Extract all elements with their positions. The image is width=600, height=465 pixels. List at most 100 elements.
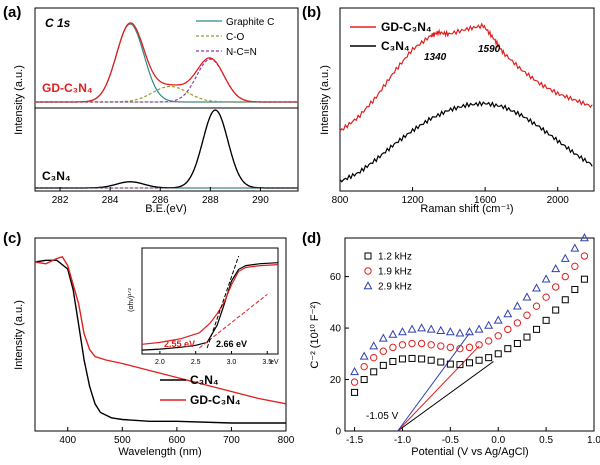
panel-d-data-point (522, 292, 532, 301)
panel-a-sample-c3n4: C₃N₄ (42, 169, 71, 183)
panel-d-data-point (398, 327, 407, 336)
panel-b-label: (b) (302, 4, 321, 21)
panel-d-data-point (560, 253, 570, 262)
panel-d-data-point (370, 368, 378, 376)
panel-c-label: (c) (3, 230, 21, 247)
panel-a-xticks: 282 284 286 288 290 (52, 187, 269, 206)
panel-d-data-point (408, 354, 416, 362)
panel-d-data-point (542, 316, 550, 324)
panel-b-x-ticklabel: 1600 (474, 195, 497, 206)
panel-d-data-point (437, 358, 445, 366)
panel-d-data-point (456, 344, 464, 353)
panel-d-data-point (379, 361, 387, 369)
panel-d-data-point (475, 341, 483, 349)
panel-d-data-point (532, 283, 541, 292)
panel-d-data-point (437, 342, 445, 350)
panel-a-x-ticklabel: 286 (152, 195, 169, 206)
panel-b-frame (339, 7, 595, 192)
panel-b-series-line (339, 100, 593, 183)
panel-d-data-point (398, 355, 406, 363)
panel-d-legend-marker (364, 252, 372, 260)
panel-d-x-ticklabel: -1.0 (394, 435, 412, 446)
panel-a-ylabel: Intensity (a.u.) (13, 65, 25, 135)
panel-b-x-ticklabel: 2000 (547, 195, 570, 206)
panel-d-x-ticklabel: 0.5 (539, 435, 553, 446)
panel-d-data-point (513, 319, 522, 327)
panel-a-title: C 1s (45, 16, 71, 30)
panel-d-data-point (351, 388, 359, 396)
panel-d-data-point (523, 311, 531, 319)
panel-d-data-point (455, 328, 465, 337)
panel-c-x-ticklabel: 700 (223, 435, 240, 446)
panel-a: (a) C 1s Graphite C C-O N-C=N 282 284 286 288… (3, 4, 299, 215)
panel-a-legend-label: Graphite C (226, 17, 274, 28)
panel-a-sample-gd: GD-C₃N₄ (42, 81, 93, 95)
panel-a-spectrum (35, 109, 298, 189)
panel-a-label: (a) (3, 4, 21, 21)
panel-d-data-point (389, 343, 397, 352)
panel-b-legend-c3n4: C₃N₄ (381, 39, 410, 53)
panel-d-data-point (466, 359, 473, 367)
panel-a-component-peak (35, 109, 298, 189)
panel-c-inset-xticks: 2.0 2.5 3.0 3.5eV (155, 351, 279, 366)
panel-d-data-point (456, 361, 464, 369)
panel-d-data-point (523, 333, 531, 341)
panel-d-data-point (436, 325, 446, 334)
panel-d-data-point (484, 320, 494, 329)
panel-c-inset-ticklabel: 2.5 (191, 359, 201, 366)
panel-d-fit-line (397, 345, 480, 432)
panel-d-data-point (474, 324, 484, 333)
panel-d-data-point (493, 315, 503, 324)
panel-d-data-point (350, 378, 359, 386)
panel-d-plot (350, 233, 589, 432)
panel-c-xlabel: Wavelength (nm) (118, 446, 201, 458)
panel-d-data-point (541, 274, 551, 283)
panel-c-inset: 2.0 2.5 3.0 3.5eV (αhν)¹ᐟ² 2.55 eV 2.66 eV (128, 247, 279, 366)
panel-d-data-point (446, 343, 455, 352)
panel-c-legend-c3n4: C₃N₄ (190, 373, 219, 387)
panel-c-inset-ylabel: (αhν)¹ᐟ² (128, 287, 135, 311)
panel-d-data-point (350, 366, 360, 376)
panel-b-plot (339, 22, 593, 183)
panel-d-data-point (408, 339, 416, 348)
panel-d-data-point (427, 356, 435, 364)
panel-d-xlabel: Potential (V vs Ag/AgCl) (411, 446, 528, 458)
panel-d-data-point (427, 341, 435, 349)
panel-d-legend-marker (363, 281, 373, 290)
panel-c: (c) 400 500 600 700 800 Wavelength (nm) Inte… (3, 230, 295, 458)
panel-a-x-ticklabel: 284 (102, 195, 119, 206)
panel-d-legend-label: 2.9 kHz (378, 282, 412, 293)
panel-a-component-peak (35, 181, 298, 189)
panel-d-data-point (379, 347, 388, 355)
panel-c-x-ticklabel: 800 (278, 435, 295, 446)
panel-d-legend: 1.2 kHz 1.9 kHz 2.9 kHz (363, 252, 412, 293)
panel-d-x-ticklabel: 1.0 (587, 435, 600, 446)
panel-d-data-point (561, 296, 569, 304)
panel-d-data-point (571, 285, 579, 293)
panel-d-data-point (504, 325, 512, 334)
panel-d-data-point (561, 272, 569, 281)
panel-d-legend-label: 1.9 kHz (378, 267, 412, 278)
panel-d-data-point (484, 337, 493, 345)
panel-d-data-point (475, 356, 483, 364)
panel-d-data-point (407, 324, 417, 333)
panel-a-plot (35, 22, 298, 189)
panel-a-legend-label: C-O (226, 32, 245, 43)
panel-c-x-ticklabel: 500 (114, 435, 131, 446)
panel-d-data-point (494, 332, 502, 340)
panel-b-xticks: 800 1200 1600 2000 (332, 187, 570, 206)
panel-c-inset-xunit: eV (270, 359, 279, 366)
panel-d-data-point (426, 324, 436, 333)
panel-b-legend-gd: GD-C₃N₄ (381, 20, 432, 34)
panel-d-y-ticklabel: 0 (335, 427, 341, 438)
panel-d-data-point (398, 341, 407, 349)
panel-d-data-point (369, 341, 379, 350)
panel-b-series-line (339, 22, 593, 132)
panel-c-inset-line (141, 262, 279, 351)
panel-a-x-ticklabel: 288 (202, 195, 219, 206)
panel-d-data-point (551, 283, 560, 291)
panel-d-data-point (504, 345, 512, 353)
panel-d-data-point (552, 306, 560, 314)
panel-c-legend-gd: GD-C₃N₄ (190, 393, 241, 407)
